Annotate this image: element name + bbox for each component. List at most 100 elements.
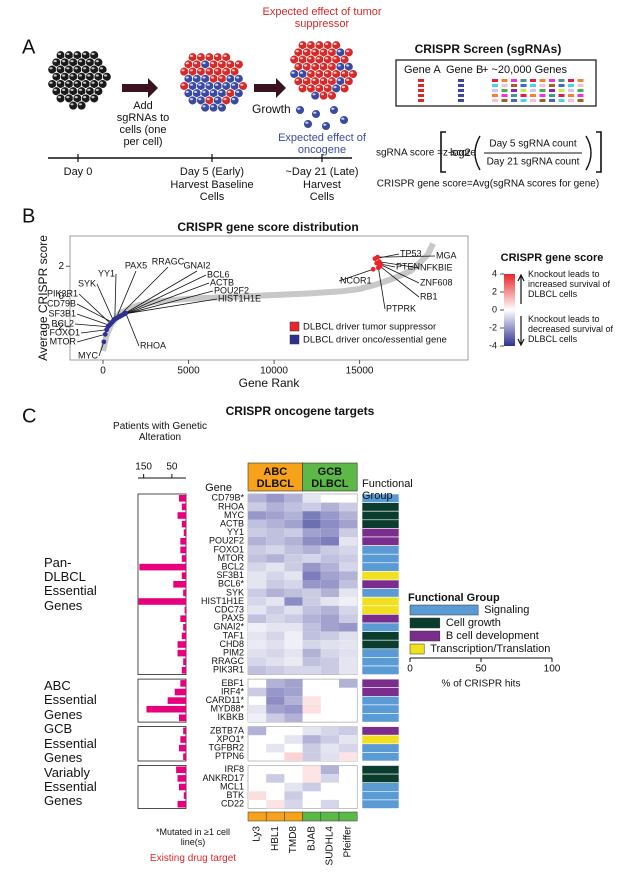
heatmap-cell	[302, 494, 321, 503]
paren	[474, 135, 592, 171]
cell-highlight	[70, 103, 74, 106]
heatmap-cell	[248, 588, 267, 598]
gene-name: CD79B*	[211, 493, 244, 503]
cell-highlight	[333, 71, 337, 74]
cell-highlight	[189, 98, 193, 101]
group-cell	[361, 528, 400, 538]
patients-bar	[177, 641, 186, 648]
group-cell	[361, 631, 400, 641]
group-cell	[361, 743, 400, 753]
patients-bar	[183, 792, 186, 799]
gene-name: Gene B	[446, 64, 483, 76]
cell-highlight	[219, 62, 223, 65]
group-cell	[361, 553, 400, 564]
heatmap-cell	[320, 640, 339, 649]
gene-label: RB1	[420, 291, 438, 301]
cell-highlight	[295, 50, 299, 53]
heatmap-cell	[320, 605, 339, 615]
heatmap-cell	[320, 648, 339, 658]
colorscale-tick-label: -4	[489, 340, 497, 350]
gene-name: BCL2	[221, 561, 244, 571]
gene-name: MYD88*	[210, 704, 244, 714]
heatmap-cell	[248, 614, 267, 623]
cell-highlight	[189, 83, 193, 86]
gene-label: PTPRK	[386, 303, 416, 313]
cell-highlight	[329, 50, 333, 53]
cell-highlight	[181, 69, 185, 72]
sgrna	[492, 94, 498, 97]
cell-highlight	[66, 81, 70, 84]
heatmap-cell	[284, 648, 303, 658]
gene-name: RRAGC	[211, 656, 244, 666]
heatmap-cell	[302, 571, 321, 580]
leader-line	[76, 313, 110, 326]
formula-text: sgRNA score =z-score	[376, 148, 476, 159]
cell-highlight	[341, 57, 345, 60]
day-label: Day 0	[64, 166, 93, 178]
leader-line	[115, 270, 137, 319]
heatmap-cell	[266, 631, 285, 641]
sgrna	[577, 99, 584, 102]
group-cell	[361, 562, 400, 572]
sgrna	[530, 84, 536, 87]
sgrna	[549, 94, 555, 97]
group-cell	[361, 657, 400, 667]
sgrna	[418, 79, 424, 82]
heatmap-cell	[284, 735, 303, 744]
formula-text: CRISPR gene score=Avg(sgRNA scores for g…	[377, 179, 599, 190]
cell-highlight	[299, 57, 303, 60]
suppressor-caption: Expected effect of tumor suppressor	[262, 6, 382, 31]
group-cell	[361, 588, 400, 598]
gene-label: POU2F2	[214, 285, 249, 295]
legend-label: DLBCL driver onco/essential gene	[303, 335, 447, 346]
sgrna	[511, 84, 517, 87]
cell-highlight	[202, 62, 206, 65]
cell-highlight	[74, 52, 78, 56]
cell-highlight	[320, 50, 324, 53]
heatmap-cell	[248, 631, 267, 641]
heatmap-cell	[339, 502, 358, 512]
cell-highlight	[329, 78, 333, 81]
sgrna	[549, 99, 555, 102]
patients-bar	[180, 538, 186, 545]
group-cell	[361, 502, 400, 512]
cell	[331, 40, 341, 50]
colorscale-note: Knockout leads to increased survival of …	[528, 269, 611, 299]
sgrna	[458, 84, 464, 87]
cell-line-strip	[338, 811, 358, 822]
heatmap-cell	[284, 545, 303, 555]
heatmap-cell	[284, 580, 303, 589]
cell-highlight	[78, 60, 82, 63]
heatmap-cell	[284, 687, 303, 697]
heatmap-cell	[266, 537, 285, 546]
heatmap-cell	[284, 519, 303, 529]
heatmap-cell	[248, 666, 267, 675]
x-tick-label: 10000	[260, 366, 288, 377]
gene-name: SYK	[226, 587, 244, 597]
subtype-name: ABC DLBCL	[256, 466, 294, 491]
gene-name: MCL1	[220, 781, 244, 791]
sgrna	[558, 79, 565, 82]
group-cell	[361, 782, 400, 792]
cell-highlight	[66, 67, 70, 70]
heatmap-cell	[266, 502, 285, 512]
heatmap-cell	[248, 648, 267, 658]
heatmap-cell	[248, 597, 267, 606]
cell-highlight	[337, 64, 341, 67]
cell-highlight	[215, 98, 219, 101]
heatmap-cell	[320, 537, 339, 546]
gene-name: SF3B1	[216, 570, 244, 580]
heatmap-cell	[302, 623, 321, 632]
patients-bar	[138, 598, 186, 605]
leader-line	[380, 264, 420, 284]
group-cell	[361, 713, 400, 723]
cell-highlight	[206, 69, 210, 72]
patients-bar	[183, 753, 186, 760]
cell-highlight	[215, 54, 219, 58]
leader-line	[114, 273, 117, 320]
cell-highlight	[325, 42, 329, 46]
patients-bar	[183, 589, 186, 597]
gene-label: MGA	[436, 250, 457, 260]
sgrna	[568, 79, 574, 82]
leader-line	[379, 261, 420, 269]
